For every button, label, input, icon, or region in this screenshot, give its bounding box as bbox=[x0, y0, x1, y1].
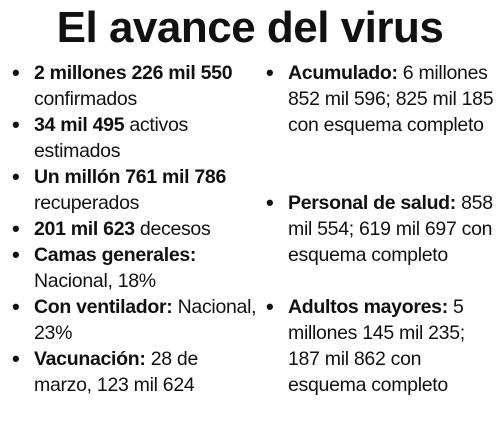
list-item-decesos: • 201 mil 623 decesos bbox=[8, 216, 258, 242]
list-item-recuperados: • Un millón 761 mil 786 recuperados bbox=[8, 164, 258, 216]
item-value: 34 mil 495 bbox=[34, 114, 125, 136]
item-value: 201 mil 623 bbox=[34, 218, 135, 240]
item-label: Personal de salud: bbox=[288, 192, 456, 214]
list-item-acumulado: • Acumulado: 6 millones 852 mil 596; 825… bbox=[262, 60, 500, 190]
list-item-confirmados: • 2 millones 226 mil 550 confirmados bbox=[8, 60, 258, 112]
item-text: confirmados bbox=[34, 88, 137, 110]
item-text: 28 de marzo, 123 mil 624 bbox=[34, 348, 198, 396]
bullet-icon: • bbox=[266, 190, 274, 215]
item-label: Vacunación: bbox=[34, 348, 146, 370]
list-item-camas-generales: • Camas generales: Nacional, 18% bbox=[8, 242, 258, 294]
bullet-icon: • bbox=[12, 242, 20, 267]
page-title: El avance del virus bbox=[56, 3, 444, 52]
bullet-icon: • bbox=[12, 60, 20, 85]
item-text: activos estimados bbox=[34, 114, 188, 162]
item-label: Acumulado: bbox=[288, 62, 398, 84]
bullet-icon: • bbox=[266, 294, 274, 319]
item-text: 6 millones 852 mil 596; 825 mil 185 con … bbox=[288, 62, 494, 136]
list-item-activos: • 34 mil 495 activos estimados bbox=[8, 112, 258, 164]
item-label: Adultos mayores: bbox=[288, 296, 448, 318]
item-text: 5 millones 145 mil 235; 187 mil 862 con … bbox=[288, 296, 465, 396]
list-item-personal-de-salud: • Personal de salud: 858 mil 554; 619 mi… bbox=[262, 190, 500, 294]
item-text: recuperados bbox=[34, 192, 140, 214]
item-value: 2 millones 226 mil 550 bbox=[34, 62, 233, 84]
left-column: • 2 millones 226 mil 550 confirmados • 3… bbox=[8, 60, 258, 398]
bullet-icon: • bbox=[12, 216, 20, 241]
item-label: Con ventilador: bbox=[34, 296, 173, 318]
right-column: • Acumulado: 6 millones 852 mil 596; 825… bbox=[262, 60, 500, 398]
item-text: Nacional, 23% bbox=[34, 296, 257, 344]
bullet-icon: • bbox=[12, 346, 20, 371]
item-text: 858 mil 554; 619 mil 697 con esquema com… bbox=[288, 192, 493, 266]
bullet-icon: • bbox=[266, 60, 274, 85]
list-item-con-ventilador: • Con ventilador: Nacional, 23% bbox=[8, 294, 258, 346]
bullet-icon: • bbox=[12, 112, 20, 137]
item-value: Un millón 761 mil 786 bbox=[34, 166, 227, 188]
bullet-icon: • bbox=[12, 164, 20, 189]
item-text: Nacional, 18% bbox=[34, 270, 156, 292]
list-item-vacunacion: • Vacunación: 28 de marzo, 123 mil 624 bbox=[8, 346, 258, 398]
item-text: decesos bbox=[134, 218, 211, 240]
item-label: Camas generales: bbox=[34, 244, 197, 266]
bullet-icon: • bbox=[12, 294, 20, 319]
list-item-adultos-mayores: • Adultos mayores: 5 millones 145 mil 23… bbox=[262, 294, 500, 398]
